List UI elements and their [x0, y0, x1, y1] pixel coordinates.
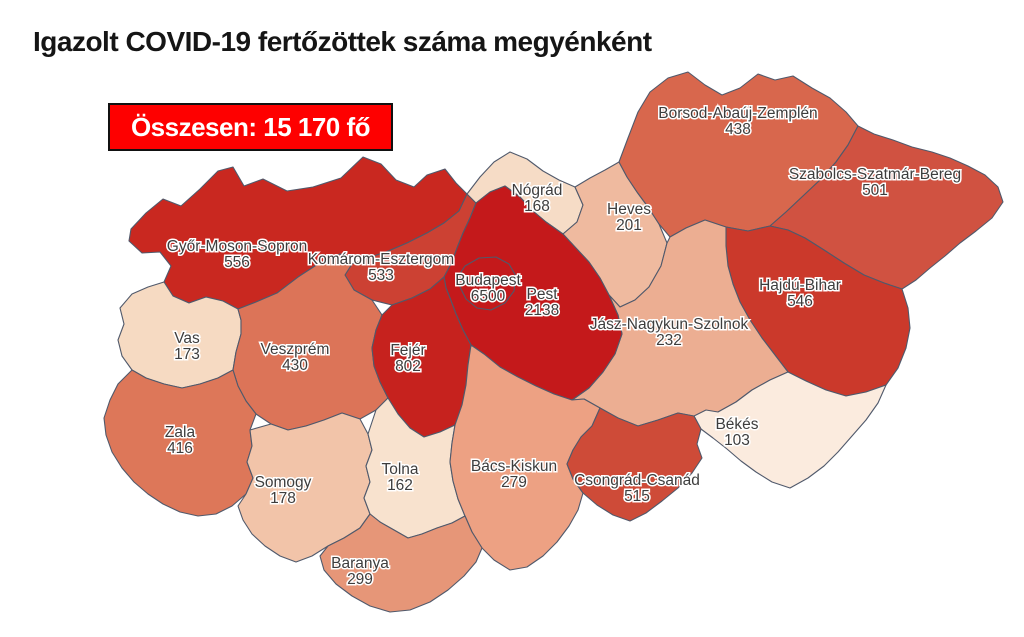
county-value-label-jasz-nagykun-szolnok: 232 [656, 332, 682, 349]
county-name-label-komarom-esztergom: Komárom-Esztergom [308, 251, 454, 268]
county-name-label-pest: Pest [526, 286, 558, 303]
county-value-label-nograd: 168 [524, 198, 550, 215]
county-value-label-bekes: 103 [724, 432, 750, 449]
county-name-label-szabolcs-szatmar-bereg: Szabolcs-Szatmár-Bereg [789, 166, 961, 183]
county-name-label-vas: Vas [174, 330, 200, 347]
county-csongrad-csanad [566, 407, 703, 522]
county-name-label-hajdu-bihar: Hajdú-Bihar [759, 277, 841, 294]
county-value-label-somogy: 178 [270, 490, 296, 507]
county-name-label-heves: Heves [607, 201, 651, 218]
page-title: Igazolt COVID-19 fertőzöttek száma megyé… [33, 26, 652, 57]
total-badge-label: Összesen: 15 170 fő [130, 111, 371, 142]
county-value-label-zala: 416 [167, 440, 193, 457]
county-value-label-budapest: 6500 [471, 288, 506, 305]
county-name-label-gyor-moson-sopron: Győr-Moson-Sopron [167, 238, 307, 255]
county-name-label-bacs-kiskun: Bács-Kiskun [471, 458, 557, 475]
county-baranya [319, 513, 483, 613]
county-name-label-budapest: Budapest [455, 272, 521, 289]
county-value-label-hajdu-bihar: 546 [787, 293, 813, 310]
total-badge: Összesen: 15 170 fő [108, 103, 393, 151]
county-value-label-borsod-abauj-zemplen: 438 [725, 121, 751, 138]
county-szabolcs-szatmar-bereg [769, 125, 1004, 290]
county-name-label-borsod-abauj-zemplen: Borsod-Abaúj-Zemplén [658, 105, 817, 122]
county-value-label-vas: 173 [174, 346, 200, 363]
county-value-label-gyor-moson-sopron: 556 [224, 254, 250, 271]
county-bacs-kiskun [449, 344, 601, 571]
county-value-label-heves: 201 [616, 217, 642, 234]
county-bekes [693, 371, 887, 489]
county-value-label-tolna: 162 [387, 477, 413, 494]
county-name-label-baranya: Baranya [331, 555, 389, 572]
county-value-label-fejer: 802 [395, 358, 421, 375]
county-name-label-zala: Zala [165, 424, 196, 441]
county-name-label-jasz-nagykun-szolnok: Jász-Nagykun-Szolnok [590, 316, 749, 333]
county-value-label-csongrad-csanad: 515 [624, 488, 650, 505]
county-name-label-tolna: Tolna [381, 461, 418, 478]
county-value-label-veszprem: 430 [282, 357, 308, 374]
county-name-label-bekes: Békés [715, 416, 758, 433]
county-name-label-fejer: Fejér [390, 342, 425, 359]
county-name-label-csongrad-csanad: Csongrád-Csanád [574, 472, 700, 489]
county-shapes-layer [103, 71, 1004, 613]
county-value-label-baranya: 299 [347, 571, 373, 588]
county-value-label-komarom-esztergom: 533 [368, 267, 394, 284]
county-value-label-pest: 2138 [525, 302, 559, 319]
county-name-label-somogy: Somogy [255, 474, 312, 491]
county-value-label-szabolcs-szatmar-bereg: 501 [862, 182, 888, 199]
county-value-label-bacs-kiskun: 279 [501, 474, 527, 491]
county-name-label-veszprem: Veszprém [261, 341, 330, 358]
county-name-label-nograd: Nógrád [512, 182, 563, 199]
county-budapest [458, 256, 517, 311]
